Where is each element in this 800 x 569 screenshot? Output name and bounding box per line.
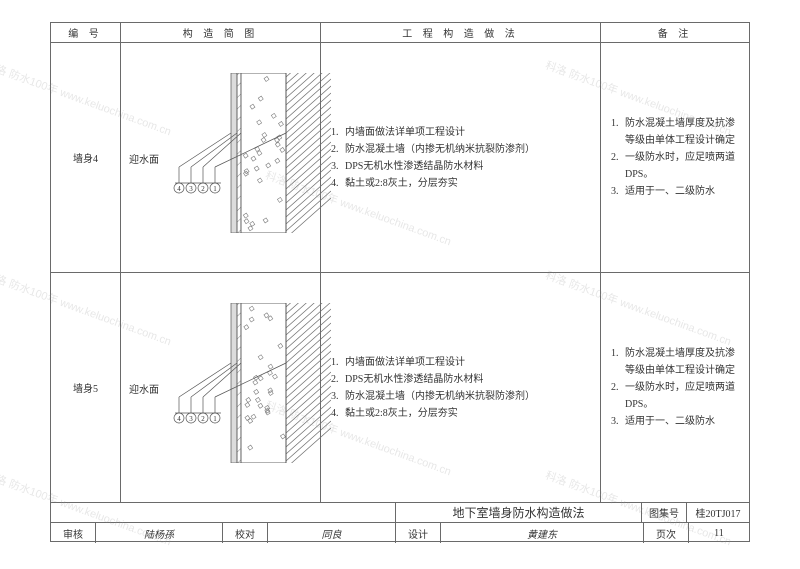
note-item: 1.防水混凝土墙厚度及抗渗等级由单体工程设计确定 — [611, 345, 743, 379]
svg-text:4: 4 — [177, 415, 181, 423]
proof-label: 校对 — [223, 523, 268, 543]
face-label: 迎水面 — [129, 151, 159, 166]
auditor-label: 审核 — [51, 523, 96, 543]
svg-text:2: 2 — [201, 185, 205, 193]
set-label: 图集号 — [642, 503, 687, 522]
svg-text:3: 3 — [189, 185, 193, 193]
method-item: 3.防水混凝土墙（内掺无机纳米抗裂防渗剂） — [331, 388, 535, 405]
method-item: 2.DPS无机水性渗透结晶防水材料 — [331, 371, 535, 388]
design-name: 黄建东 — [441, 523, 644, 543]
note-item: 2.一级防水时，应足喷两道DPS。 — [611, 149, 743, 183]
table-row: 墙身5 4321 迎水面1.内墙面做法详单项工程设计2.DPS无机水性渗透结晶防… — [51, 273, 749, 503]
set-number: 桂20TJ017 — [687, 503, 749, 522]
svg-text:3: 3 — [189, 415, 193, 423]
note-item: 1.防水混凝土墙厚度及抗渗等级由单体工程设计确定 — [611, 115, 743, 149]
method-item: 2.防水混凝土墙（内掺无机纳米抗裂防渗剂） — [331, 141, 535, 158]
note-item: 2.一级防水时，应足喷两道DPS。 — [611, 379, 743, 413]
method-cell: 1.内墙面做法详单项工程设计2.DPS无机水性渗透结晶防水材料3.防水混凝土墙（… — [321, 273, 601, 502]
face-label: 迎水面 — [129, 381, 159, 396]
note-cell: 1.防水混凝土墙厚度及抗渗等级由单体工程设计确定2.一级防水时，应足喷两道DPS… — [601, 43, 749, 272]
sheet-title: 地下室墙身防水构造做法 — [396, 503, 642, 522]
svg-text:4: 4 — [177, 185, 181, 193]
wall-section-diagram: 4321 迎水面 — [171, 303, 311, 463]
hdr-id: 编 号 — [51, 23, 121, 42]
page-label: 页次 — [644, 523, 689, 543]
method-item: 1.内墙面做法详单项工程设计 — [331, 124, 535, 141]
auditor-name: 陆杨孫 — [96, 523, 223, 543]
design-label: 设计 — [396, 523, 441, 543]
method-item: 1.内墙面做法详单项工程设计 — [331, 354, 535, 371]
diagram-cell: 4321 迎水面 — [121, 43, 321, 272]
method-cell: 1.内墙面做法详单项工程设计2.防水混凝土墙（内掺无机纳米抗裂防渗剂）3.DPS… — [321, 43, 601, 272]
svg-text:1: 1 — [213, 415, 217, 423]
ft-spacer — [51, 503, 396, 522]
hdr-note: 备 注 — [601, 23, 749, 42]
page-number: 11 — [689, 523, 749, 543]
row-id: 墙身4 — [51, 43, 121, 272]
note-cell: 1.防水混凝土墙厚度及抗渗等级由单体工程设计确定2.一级防水时，应足喷两道DPS… — [601, 273, 749, 502]
note-item: 3.适用于一、二级防水 — [611, 183, 743, 200]
title-block: 地下室墙身防水构造做法 图集号 桂20TJ017 审核 陆杨孫 校对 同良 设计… — [51, 503, 749, 543]
hdr-diagram: 构 造 简 图 — [121, 23, 321, 42]
diagram-cell: 4321 迎水面 — [121, 273, 321, 502]
note-item: 3.适用于一、二级防水 — [611, 413, 743, 430]
header-row: 编 号 构 造 简 图 工 程 构 造 做 法 备 注 — [51, 23, 749, 43]
svg-text:2: 2 — [201, 415, 205, 423]
table-row: 墙身4 4321 迎水面1.内墙面做法详单项工程设计2.防水混凝土墙（内掺无机纳… — [51, 43, 749, 273]
method-item: 3.DPS无机水性渗透结晶防水材料 — [331, 158, 535, 175]
proof-name: 同良 — [268, 523, 396, 543]
hdr-method: 工 程 构 造 做 法 — [321, 23, 601, 42]
drawing-frame: 编 号 构 造 简 图 工 程 构 造 做 法 备 注 墙身4 4321 迎水面… — [50, 22, 750, 542]
method-item: 4.黏土或2:8灰土，分层夯实 — [331, 175, 535, 192]
wall-section-diagram: 4321 迎水面 — [171, 73, 311, 233]
row-id: 墙身5 — [51, 273, 121, 502]
method-item: 4.黏土或2:8灰土，分层夯实 — [331, 405, 535, 422]
body-rows: 墙身4 4321 迎水面1.内墙面做法详单项工程设计2.防水混凝土墙（内掺无机纳… — [51, 43, 749, 503]
svg-text:1: 1 — [213, 185, 217, 193]
